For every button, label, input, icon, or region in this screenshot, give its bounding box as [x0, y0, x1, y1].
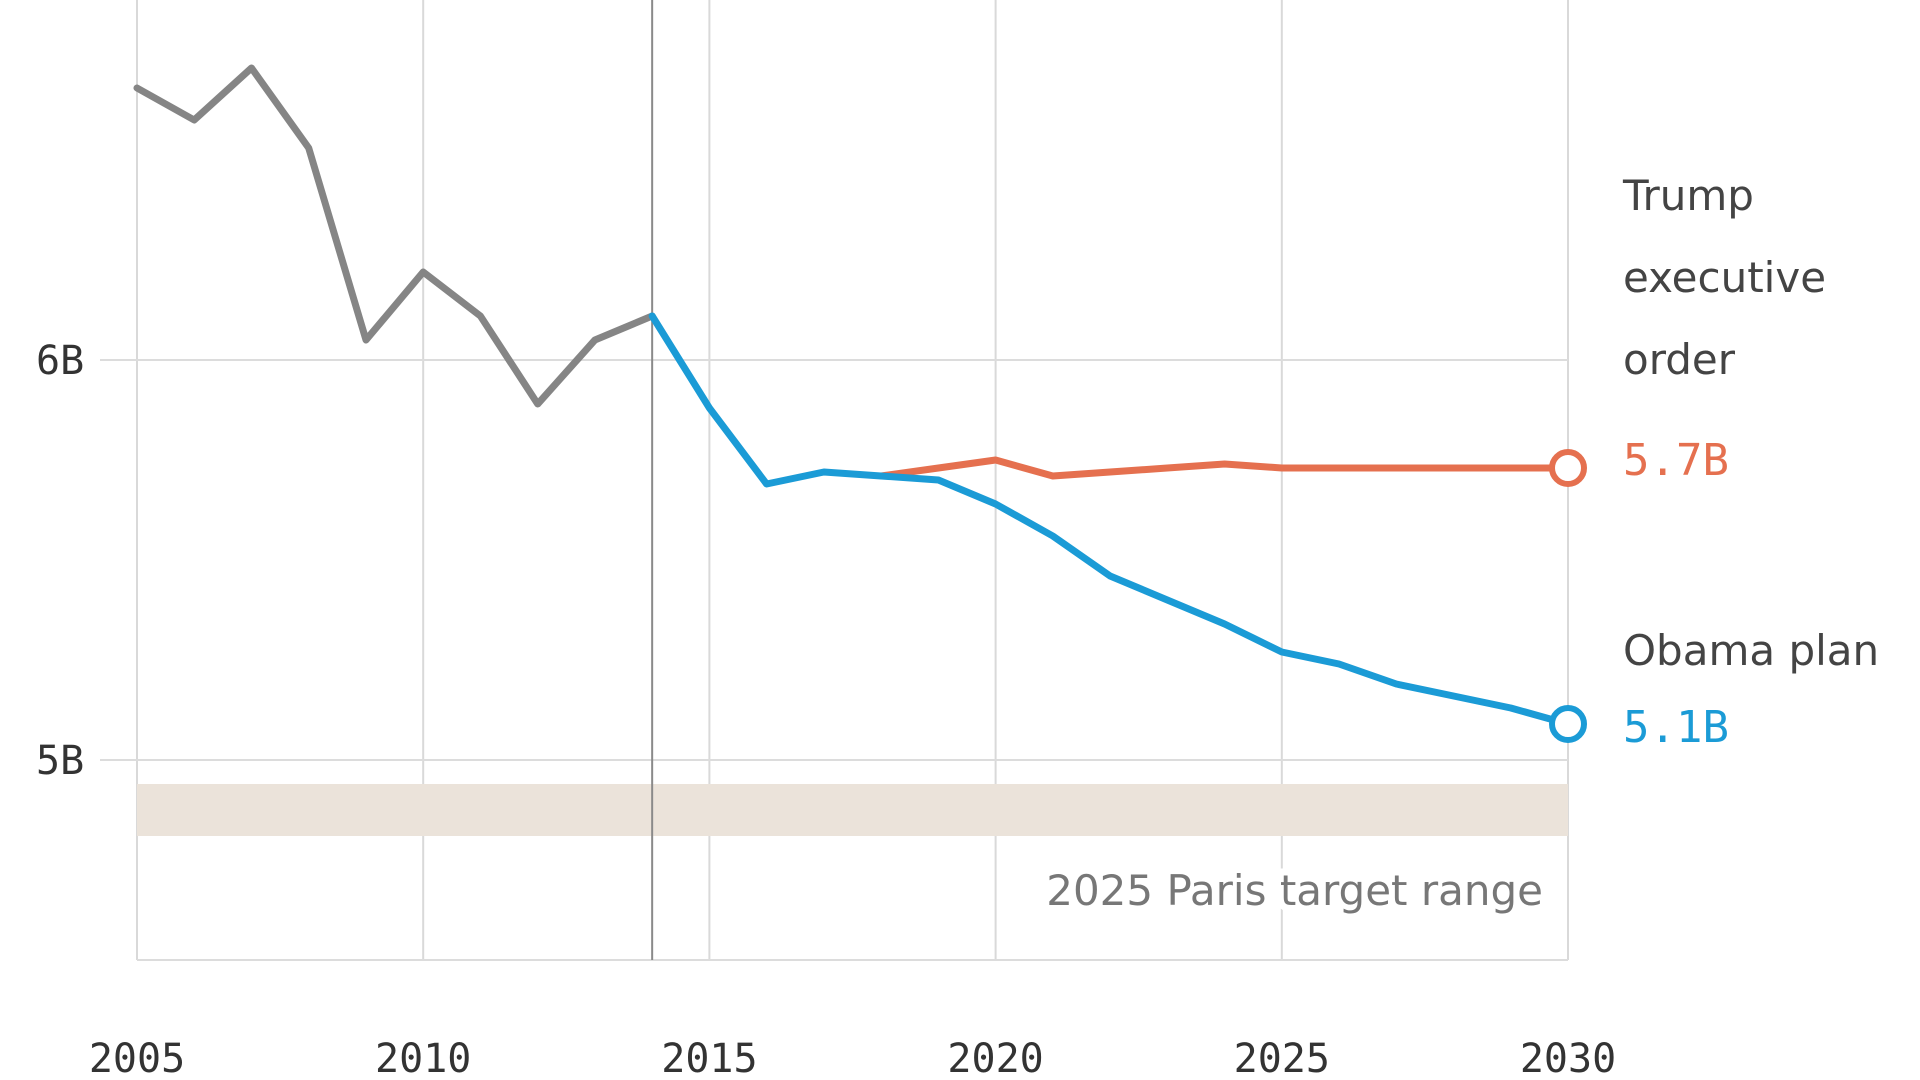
axes: 2005 2010 2015 2020 2025 2030 5B 6B [36, 0, 1616, 1080]
x-tick-label-2015: 2015 [661, 1036, 757, 1080]
trump-line [877, 456, 1572, 480]
trump-name-line-2: order [1623, 335, 1736, 384]
obama-name-line-0: Obama plan [1623, 626, 1879, 675]
paris-target-band-rect [137, 784, 1568, 836]
y-tick-label-0: 5B [36, 738, 84, 784]
series-labels: Trump executive order 5.7B Obama plan 5.1B [1622, 171, 1879, 753]
trump-name-line-0: Trump [1622, 171, 1754, 220]
obama-end-value: 5.1B [1623, 702, 1729, 753]
x-tick-label-2020: 2020 [947, 1036, 1043, 1080]
historical-line [133, 64, 656, 408]
obama-end-marker [1549, 705, 1587, 743]
x-tick-label-2030: 2030 [1520, 1036, 1616, 1080]
trump-end-value: 5.7B [1623, 435, 1729, 486]
y-tick-label-1: 6B [36, 338, 84, 384]
trump-end-marker [1549, 449, 1587, 487]
paris-target-band: 2025 Paris target range [137, 784, 1568, 922]
paris-target-label: 2025 Paris target range [1046, 866, 1543, 915]
obama-line [648, 312, 1572, 728]
x-tick-label-2025: 2025 [1234, 1036, 1330, 1080]
x-tick-label-2010: 2010 [375, 1036, 471, 1080]
x-tick-label-2005: 2005 [89, 1036, 185, 1080]
series-lines [133, 64, 1587, 743]
trump-name-line-1: executive [1623, 253, 1826, 302]
